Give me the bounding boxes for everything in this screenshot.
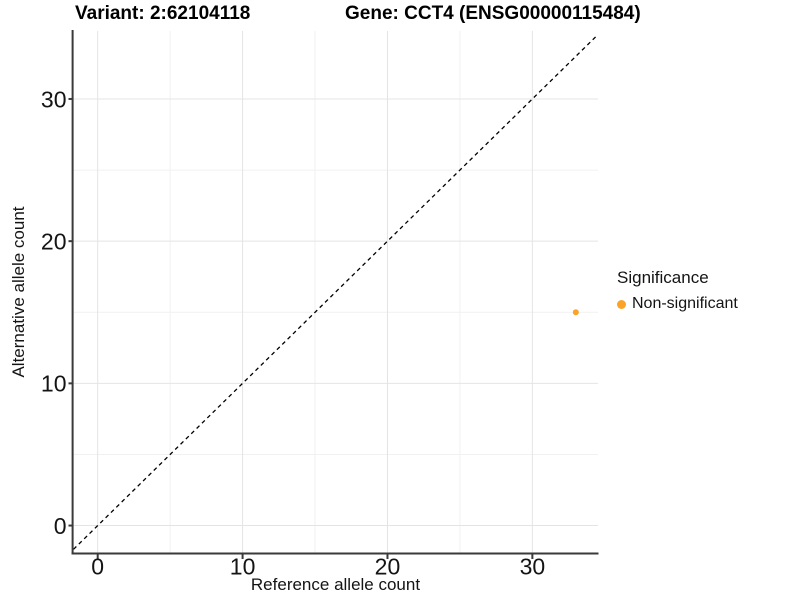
plot-title-gene: Gene: CCT4 (ENSG00000115484) <box>345 3 641 24</box>
data-point <box>572 309 579 316</box>
legend-item: Non-significant <box>617 295 738 313</box>
legend-item-label: Non-significant <box>632 295 738 312</box>
y-tick-label: 30 <box>41 86 67 112</box>
legend: Significance Non-significant <box>617 268 738 313</box>
x-tick-label: 0 <box>91 554 104 580</box>
y-tick-label: 0 <box>54 513 67 539</box>
identity-line <box>73 34 599 550</box>
plot-title-variant: Variant: 2:62104118 <box>75 3 251 24</box>
y-tick-label: 20 <box>41 228 67 254</box>
x-tick-label: 20 <box>375 554 401 580</box>
y-tick-label: 10 <box>41 371 67 397</box>
point-marker-icon <box>617 299 626 309</box>
x-tick-label: 30 <box>520 554 546 580</box>
x-axis-title: Reference allele count <box>250 575 421 594</box>
legend-title: Significance <box>617 268 709 287</box>
x-tick-label: 10 <box>230 554 256 580</box>
y-axis-title: Alternative allele count <box>9 206 28 378</box>
